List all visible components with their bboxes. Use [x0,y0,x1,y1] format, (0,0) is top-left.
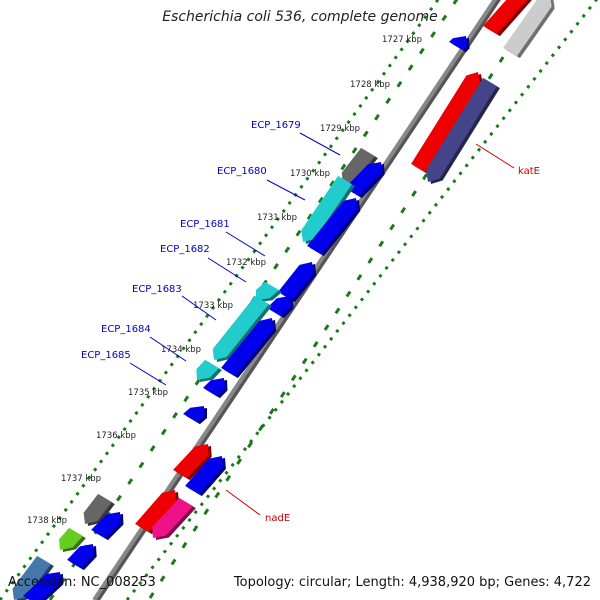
dotted-guide-line [0,0,440,600]
gene-feature-body [91,512,121,539]
tick-label: 1736 kbp [96,431,136,441]
gene-feature [185,456,226,497]
gene-feature-body [152,497,193,538]
tick-label: 1727 kbp [382,35,422,45]
label-connector [225,489,261,516]
gene-label: katE [518,166,540,177]
gene-feature [12,555,54,600]
gene-label: ECP_1679 [251,120,301,131]
gene-feature [449,36,470,53]
label-connector [149,336,187,362]
gene-label: ECP_1682 [160,244,210,255]
gene-feature [196,359,222,382]
gene-feature [152,497,196,540]
tick-label: 1733 kbp [193,301,233,311]
label-connector [475,143,515,169]
tick-label: 1730 kbp [290,169,330,179]
gene-feature-body [301,175,352,242]
gene-feature-body [267,296,291,317]
gene-feature-body [345,162,382,197]
gene-feature [212,295,272,362]
gene-feature-body [255,281,279,300]
tick-label: 1729 kbp [320,124,360,134]
gene-label: ECP_1683 [132,284,182,295]
gene-feature-body [483,0,528,35]
gene-feature-body [212,295,269,360]
gene-feature [267,296,294,319]
gene-feature-body [278,262,314,301]
gene-feature-body [449,36,467,51]
label-connector [181,295,217,321]
gene-label: nadE [265,513,290,524]
gene-feature [307,198,361,257]
gene-feature-body [185,456,223,495]
dotted-guide-line [125,0,598,600]
gene-feature [301,175,355,244]
label-connector [207,257,247,283]
tick-dash-line [148,0,543,599]
gene-feature-body [221,318,274,377]
gene-feature [411,72,484,175]
gene-feature [341,147,378,186]
gene-feature-body [173,444,209,479]
gene-feature-body [135,490,176,533]
gene-label: ECP_1680 [217,166,267,177]
accession-text: Accession: NC_008253 [8,575,156,590]
gene-labels: ECP_1679 ECP_1680 ECP_1681 ECP_1682 ECP_1683… [81,120,540,524]
tick-label: 1731 kbp [257,213,297,223]
map-title: Escherichia coli 536, complete genome [162,9,438,25]
tick-dash-line [48,0,459,600]
gene-label: ECP_1681 [180,219,230,230]
gene-feature-body [307,198,358,255]
gene-feature [425,77,500,184]
tick-label: 1735 kbp [128,388,168,398]
gene-feature-body [203,378,225,397]
gene-feature [23,572,64,600]
tick-label: 1734 kbp [161,345,201,355]
gene-feature-body [196,359,219,380]
gene-feature-body [67,544,94,569]
gene-features [12,0,555,600]
gene-feature [135,490,179,535]
label-connector [266,179,306,201]
gene-feature-body [341,147,375,184]
gene-feature [173,444,212,481]
tick-labels: 1727 kbp 1728 kbp 1729 kbp 1730 kbp 1731 kbp… [27,35,422,526]
gene-feature-body [183,406,204,423]
gene-feature [67,544,97,571]
tick-label: 1732 kbp [226,258,266,268]
gene-label: ECP_1684 [101,324,151,335]
gene-feature-body [503,0,552,57]
gene-feature [345,162,385,199]
gene-feature-body [12,555,51,600]
label-connector [129,362,167,386]
label-connector [225,231,266,257]
tick-label: 1728 kbp [350,80,390,90]
gene-label: ECP_1685 [81,350,131,361]
label-connector [299,132,341,156]
gene-feature-body [23,572,61,600]
gene-feature [503,0,555,59]
gene-feature-body [83,493,112,524]
gene-feature [278,262,317,303]
gene-feature [83,493,115,526]
gene-feature-body [59,527,83,550]
gene-feature [183,406,207,425]
gene-feature [221,318,277,379]
gene-feature [255,281,282,302]
gene-feature [91,512,124,541]
tick-label: 1738 kbp [27,516,67,526]
gene-feature-body [425,77,497,182]
gene-feature [59,527,86,552]
gene-feature [203,378,228,399]
gene-feature [483,0,532,37]
genome-summary-text: Topology: circular; Length: 4,938,920 bp… [233,575,591,590]
gene-feature-body [411,72,481,173]
tick-label: 1737 kbp [61,474,101,484]
